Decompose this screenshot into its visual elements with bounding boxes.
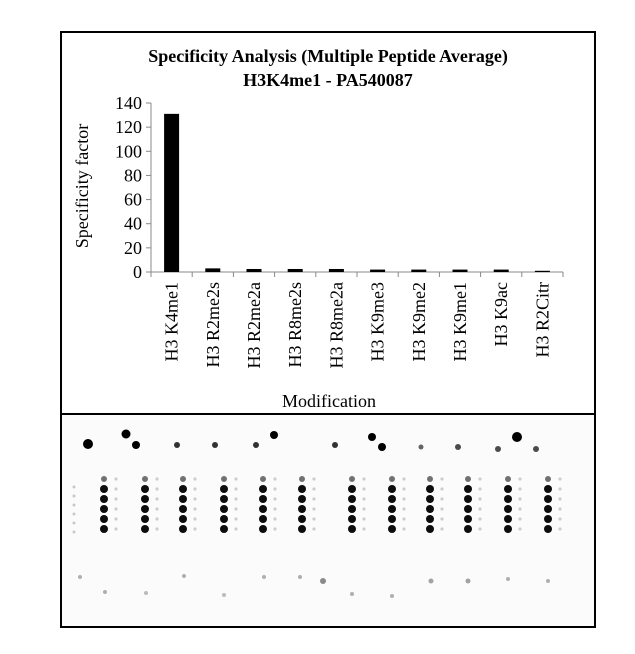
y-tick-label: 20 <box>124 238 142 258</box>
x-tick-label: H3 K9me2 <box>409 282 429 362</box>
chart-subtitle: H3K4me1 - PA540087 <box>243 70 413 90</box>
x-tick-label: H3 K9ac <box>491 282 511 346</box>
figure-frame <box>60 31 596 628</box>
x-axis: H3 K4me1 H3 R2me2s H3 R2me2a H3 R8me2s H3 R8… <box>150 271 564 368</box>
bars <box>164 113 550 272</box>
x-tick-label: H3 R2Citr <box>532 282 552 358</box>
y-tick-label: 60 <box>124 190 142 210</box>
bar <box>328 268 344 272</box>
bar <box>287 268 303 272</box>
x-tick-label: H3 K9me3 <box>368 282 388 362</box>
bar <box>452 269 468 272</box>
y-tick-label: 140 <box>115 93 142 113</box>
bar <box>411 269 427 272</box>
y-tick-label: 100 <box>115 141 142 161</box>
y-axis: 0 20 40 60 80 100 120 140 <box>115 93 152 282</box>
dot-blot-image <box>62 415 594 626</box>
bar <box>370 269 386 272</box>
bar <box>534 270 550 272</box>
x-tick-label: H3 R8me2s <box>285 282 305 368</box>
y-tick-label: 40 <box>124 214 142 234</box>
bar <box>246 268 262 272</box>
x-tick-label: H3 R2me2s <box>203 282 223 368</box>
specificity-bar-chart: Specificity Analysis (Multiple Peptide A… <box>72 46 564 411</box>
chart-title: Specificity Analysis (Multiple Peptide A… <box>148 46 508 67</box>
x-tick-label: H3 K4me1 <box>162 282 182 362</box>
y-axis-label: Specificity factor <box>72 124 92 248</box>
y-tick-label: 0 <box>133 262 142 282</box>
bar <box>493 269 509 272</box>
x-tick-label: H3 K9me1 <box>450 282 470 362</box>
y-tick-label: 120 <box>115 117 142 137</box>
y-tick-label: 80 <box>124 165 142 185</box>
x-axis-label: Modification <box>282 391 376 411</box>
bar <box>205 268 221 272</box>
bar <box>164 113 180 272</box>
dot-blot-array-image <box>72 429 562 598</box>
x-tick-label: H3 R8me2a <box>326 282 346 368</box>
panel-divider <box>60 413 596 415</box>
x-tick-label: H3 R2me2a <box>244 282 264 368</box>
